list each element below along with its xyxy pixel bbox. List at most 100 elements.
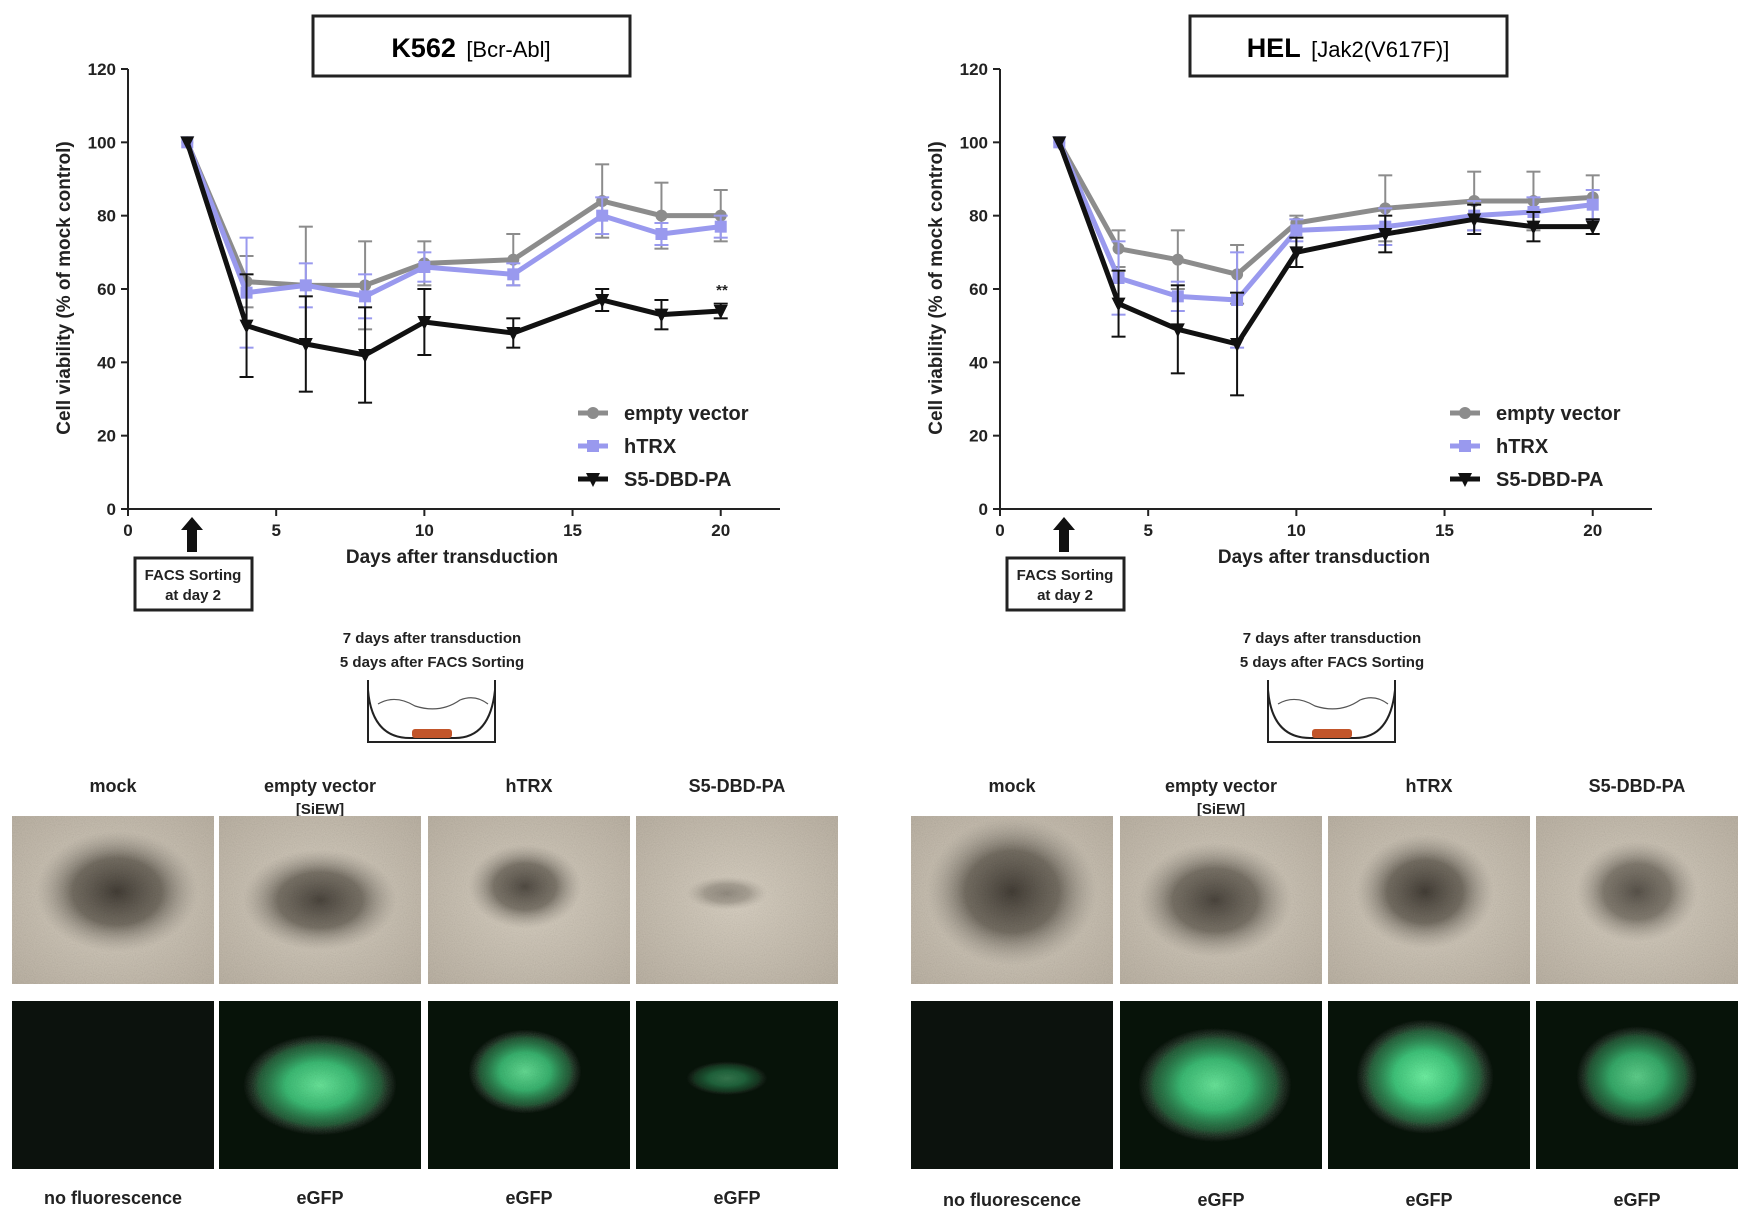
x-axis-label: Days after transduction [1218,547,1430,568]
y-tick-label: 60 [969,280,988,299]
hel-panel: HEL [Jak2(V617F)] 0 20 40 60 80 100 120 0 5 10 15 2… [926,14,1652,743]
brightfield-image [911,816,1113,984]
fluorescence-image [1536,1001,1738,1169]
x-tick-label: 0 [995,521,1004,540]
data-point [587,440,599,452]
legend: empty vector hTRX S5-DBD-PA [578,403,749,491]
series-htrx [181,136,728,349]
column-label: S5-DBD-PA [1589,776,1686,796]
series-empty-vector [1053,136,1600,305]
data-point [714,220,727,233]
fluorescence-label: no fluorescence [943,1190,1081,1210]
data-point [1052,136,1067,151]
fluorescence-label: eGFP [296,1188,343,1208]
y-tick-label: 120 [88,60,116,79]
legend-label: S5-DBD-PA [1496,469,1603,491]
brightfield-image [219,816,421,984]
series-s5-dbd-pa [1052,136,1600,397]
chart-title-box [311,14,632,78]
schematic-line-2: 5 days after FACS Sorting [340,654,524,671]
series-s5-dbd-pa [180,136,728,404]
facs-sorting-box [133,556,254,612]
facs-sorting-label-2: at day 2 [1037,587,1093,604]
chart-title-main: K562 [391,33,456,63]
column-s5-dbd-pa: S5-DBD-PA eGFP [636,776,838,1208]
k562-microscopy: mock no fluorescence empty vector [SiEW] eGF… [12,776,838,1208]
fluorescence-label: eGFP [1197,1190,1244,1210]
plot-area: 0 20 40 60 80 100 120 0 5 10 15 20 [88,60,780,540]
facs-sorting-box [1005,556,1126,612]
data-point [596,209,609,222]
column-s5-dbd-pa: S5-DBD-PA eGFP [1536,776,1738,1210]
data-point [299,279,312,292]
column-sublabel: [SiEW] [296,801,344,818]
series-htrx [1053,136,1600,349]
brightfield-image [1120,816,1322,984]
chart-title-sub: [Bcr-Abl] [466,37,550,62]
data-point [713,305,728,319]
y-tick-label: 0 [107,500,116,519]
medium-line [1277,697,1389,710]
medium-line [377,697,489,710]
data-point [239,319,254,334]
data-point [1467,213,1482,228]
fluorescence-label: no fluorescence [44,1188,182,1208]
schematic: 7 days after transduction 5 days after F… [1240,630,1424,743]
column-label: mock [988,776,1036,796]
data-point [1459,440,1471,452]
legend-label: hTRX [624,436,677,458]
y-tick-label: 40 [97,353,116,372]
fluorescence-image [12,1001,214,1169]
series-line [1056,141,1593,347]
column-htrx: hTRX eGFP [428,776,630,1208]
x-tick-label: 20 [1583,521,1602,540]
legend-entry: S5-DBD-PA [578,469,731,491]
y-axis-label: Cell viability (% of mock control) [926,141,947,435]
data-point [1459,407,1471,419]
column-empty-vector: empty vector [SiEW] eGFP [219,776,421,1208]
series-line [184,141,721,288]
series-line [1056,141,1594,303]
up-arrow-icon [1053,517,1075,552]
plot-area: 0 20 40 60 80 100 120 0 5 10 15 20 [960,60,1652,540]
legend-label: empty vector [624,403,749,425]
fluorescence-image [428,1001,630,1169]
column-label: empty vector [264,776,376,796]
data-point [358,349,373,363]
x-tick-label: 20 [711,521,730,540]
series-line [184,141,721,358]
x-tick-label: 10 [1287,521,1306,540]
fluorescence-label: eGFP [1405,1190,1452,1210]
up-arrow-icon [181,517,203,552]
fluorescence-image [1328,1001,1530,1169]
data-point [595,294,610,308]
data-point [655,228,668,240]
y-tick-label: 80 [97,207,116,226]
y-tick-label: 100 [88,133,116,152]
legend-label: hTRX [1496,436,1549,458]
fluorescence-label: eGFP [1613,1190,1660,1210]
legend-entry: hTRX [1450,436,1549,458]
column-empty-vector: empty vector [SiEW] eGFP [1120,776,1322,1210]
legend-entry: empty vector [1450,403,1621,425]
column-htrx: hTRX eGFP [1328,776,1530,1210]
data-point [1289,246,1304,261]
data-point [359,290,372,303]
data-point [586,473,600,487]
chart-title-box [1188,14,1509,78]
data-point [1458,473,1472,487]
x-tick-label: 15 [563,521,582,540]
x-tick-label: 5 [271,521,280,540]
column-mock: mock no fluorescence [12,776,214,1208]
legend-entry: S5-DBD-PA [1450,469,1603,491]
schematic-line-1: 7 days after transduction [1243,630,1421,647]
legend-entry: hTRX [578,436,677,458]
legend-entry: empty vector [578,403,749,425]
y-tick-label: 20 [969,427,988,446]
legend-label: empty vector [1496,403,1621,425]
brightfield-image [12,816,214,984]
x-axis-label: Days after transduction [346,547,558,568]
facs-sorting-label-1: FACS Sorting [145,567,242,584]
fluorescence-image [1120,1001,1322,1169]
facs-sorting-marker: FACS Sorting at day 2 [133,517,254,612]
